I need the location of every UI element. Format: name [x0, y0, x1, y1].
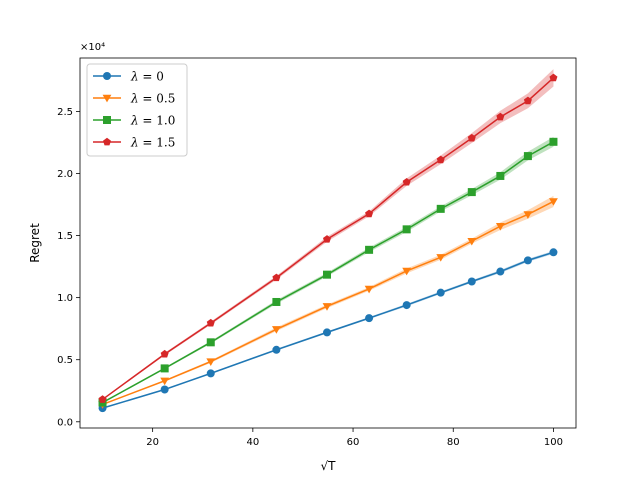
data-point-marker: [495, 223, 505, 231]
x-tick-label: 20: [146, 437, 159, 448]
data-point-marker: [103, 72, 111, 80]
y-tick-label: 0.0: [57, 417, 73, 428]
data-point-marker: [436, 288, 445, 297]
legend-label-variable: λ: [130, 92, 139, 106]
data-point-marker: [365, 245, 374, 254]
data-point-marker: [467, 188, 476, 197]
legend-label: λ = 1.5: [130, 136, 175, 150]
data-point-marker: [402, 177, 411, 186]
y-tick-label: 2.5: [57, 107, 73, 118]
legend-label-value: = 1.0: [139, 114, 176, 128]
data-point-marker: [523, 211, 533, 219]
data-point-marker: [206, 358, 216, 366]
legend-box: [86, 63, 188, 157]
y-tick-label: 2.0: [57, 169, 73, 180]
data-point-marker: [436, 254, 446, 262]
legend-label-value: = 0: [139, 70, 164, 84]
legend-label: λ = 0.5: [130, 92, 175, 106]
x-axis-label: √T: [321, 459, 337, 473]
data-point-marker: [365, 314, 374, 323]
data-point-marker: [160, 377, 170, 386]
data-point-marker: [365, 209, 374, 218]
data-point-marker: [206, 338, 215, 347]
data-point-marker: [322, 328, 331, 337]
data-point-marker: [402, 301, 411, 310]
data-point-marker: [102, 94, 112, 103]
data-point-marker: [436, 204, 445, 213]
series-line: [102, 77, 554, 401]
data-point-marker: [496, 112, 505, 121]
data-point-marker: [523, 256, 532, 265]
data-point-marker: [272, 297, 281, 306]
data-point-marker: [103, 116, 111, 124]
axes: [79, 57, 577, 429]
data-point-marker: [103, 137, 111, 146]
data-point-marker: [98, 395, 107, 403]
legend-label-variable: λ: [130, 136, 139, 150]
series-line: [102, 141, 554, 404]
data-point-marker: [272, 273, 281, 282]
data-point-marker: [322, 270, 331, 279]
y-tick-label: 1.0: [57, 293, 73, 304]
legend-label-variable: λ: [130, 70, 139, 84]
data-point-marker: [523, 96, 532, 105]
y-ticks: 0.0 0.5 1.0 1.5 2.0 2.5: [57, 107, 80, 428]
x-tick-label: 80: [447, 437, 460, 448]
y-offset-text: ×10⁴: [80, 42, 105, 53]
data-point-marker: [549, 73, 558, 82]
data-point-marker: [402, 267, 412, 276]
data-point-marker: [467, 277, 476, 286]
plot-frame: [79, 57, 577, 429]
x-tick-label: 60: [347, 437, 360, 448]
data-point-marker: [323, 235, 331, 243]
legend-label-variable: λ: [130, 114, 139, 128]
x-tick-label: 100: [544, 437, 563, 448]
legend-label-value: = 1.5: [139, 136, 176, 150]
legend-label: λ = 1.0: [130, 114, 175, 128]
data-point-marker: [271, 326, 281, 334]
legend-label: λ = 0: [130, 70, 164, 84]
series-line: [102, 200, 554, 406]
data-point-marker: [549, 137, 558, 146]
series-line: [102, 251, 554, 409]
data-point-marker: [322, 303, 332, 311]
legend-label-value: = 0.5: [139, 92, 176, 106]
series-markers: [98, 73, 558, 413]
data-point-marker: [206, 318, 215, 327]
data-point-marker: [496, 171, 505, 180]
y-axis-label: Regret: [28, 223, 42, 263]
legend: λ = 0λ = 0.5λ = 1.0λ = 1.5: [86, 63, 188, 157]
data-point-marker: [160, 385, 169, 394]
data-point-marker: [436, 155, 445, 164]
data-point-marker: [467, 133, 476, 142]
x-ticks: 20 40 60 80 100: [146, 428, 563, 448]
data-point-marker: [206, 369, 215, 378]
data-point-marker: [496, 267, 505, 276]
data-point-marker: [549, 248, 558, 257]
data-point-marker: [549, 198, 558, 206]
y-tick-label: 0.5: [57, 355, 73, 366]
data-point-marker: [160, 349, 169, 358]
data-point-marker: [364, 285, 374, 294]
data-point-marker: [467, 237, 477, 246]
series-lines: [102, 77, 554, 409]
x-tick-label: 40: [246, 437, 259, 448]
data-point-marker: [402, 225, 411, 234]
data-point-marker: [523, 152, 532, 161]
data-point-marker: [272, 345, 281, 354]
y-tick-label: 1.5: [57, 231, 73, 242]
data-point-marker: [160, 364, 169, 373]
